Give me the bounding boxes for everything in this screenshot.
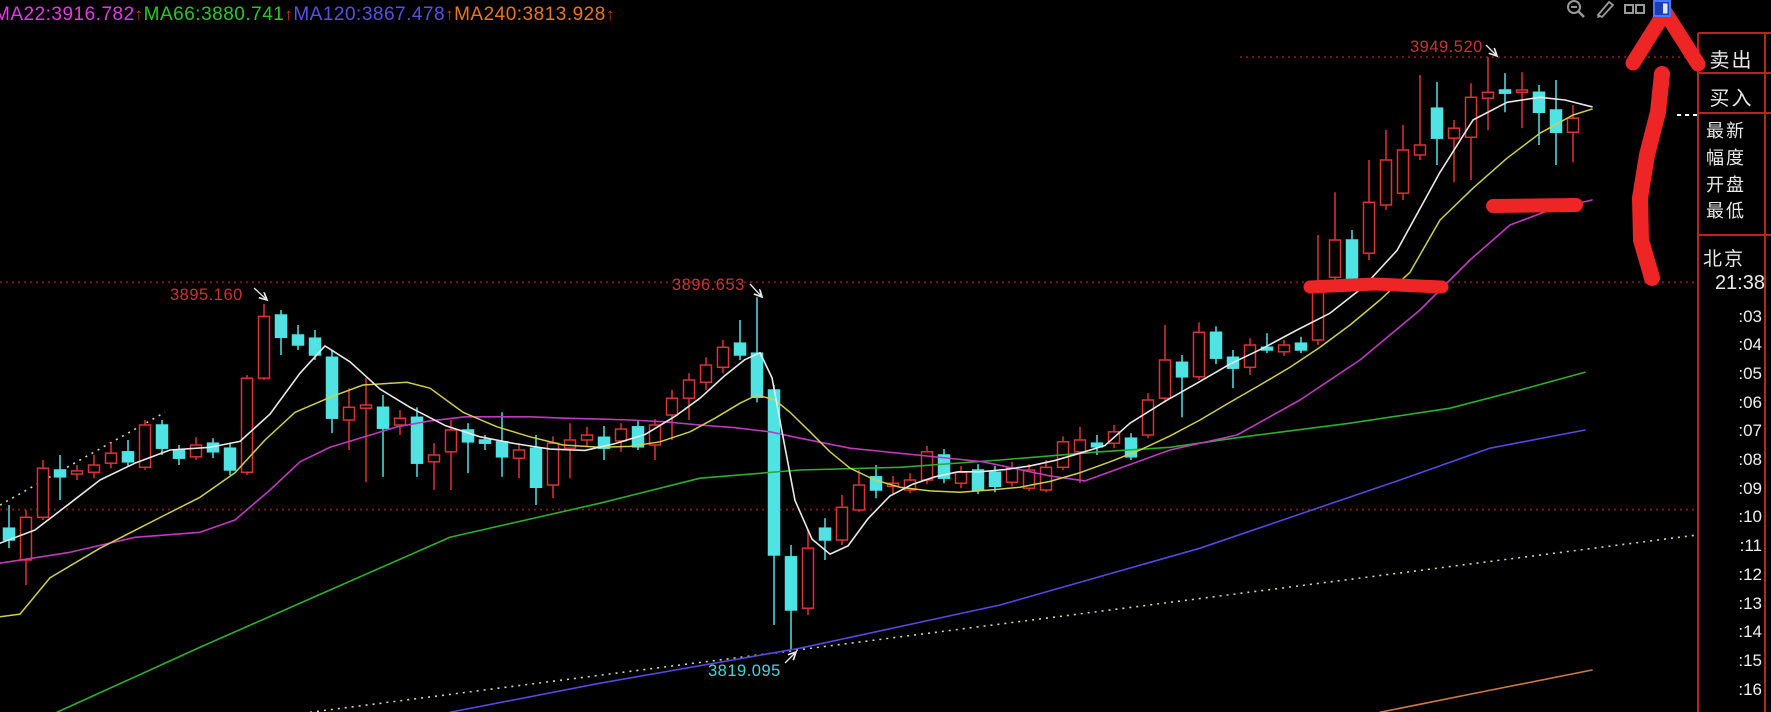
ma120-label: MA120:3867.478 [293, 4, 446, 25]
sell-button[interactable]: 卖出 [1709, 50, 1754, 72]
quote-label-low: 最低 [1706, 201, 1746, 221]
ma66-up-arrow-icon: ↑ [284, 5, 294, 24]
ma240-up-arrow-icon: ↑ [605, 5, 615, 24]
minute-label: :16 [1738, 679, 1762, 699]
ma240-label: MA240:3813.928 [454, 4, 606, 25]
minute-label: :13 [1738, 593, 1762, 613]
minute-label: :04 [1738, 335, 1762, 355]
buy-button[interactable]: 买入 [1709, 88, 1754, 110]
svg-text:3949.520: 3949.520 [1410, 38, 1483, 56]
quote-label-range: 幅度 [1706, 148, 1746, 168]
minute-label: :06 [1738, 392, 1762, 412]
minute-label: :08 [1738, 450, 1762, 469]
ma120-up-arrow-icon: ↑ [445, 5, 455, 24]
chart-toolbar [1566, 0, 1673, 19]
clock-label: 21:38 [1714, 272, 1765, 294]
zoom-out-icon[interactable] [1566, 0, 1586, 18]
svg-text:3896.653: 3896.653 [672, 276, 745, 294]
svg-text:3819.095: 3819.095 [708, 662, 781, 680]
ma-indicator-bar: MA22:3916.782↑MA66:3880.741↑MA120:3867.4… [0, 4, 615, 26]
svg-text:3895.160: 3895.160 [170, 286, 243, 304]
minute-label: :10 [1738, 507, 1762, 527]
ma22-label: MA22:3916.782 [0, 4, 135, 25]
minute-label: :15 [1738, 650, 1762, 670]
minute-label: :09 [1738, 478, 1762, 498]
draw-pencil-icon[interactable] [1595, 0, 1615, 19]
layout-grid-icon[interactable] [1624, 0, 1645, 18]
quote-sidebar: 卖出 买入 最新 幅度 开盘 最低 北京 21:38 :03 :04 :05 :06:… [1698, 0, 1771, 712]
minute-label: :11 [1739, 536, 1762, 556]
minute-label: :07 [1738, 421, 1762, 441]
quote-label-open: 开盘 [1706, 175, 1746, 195]
quote-label-latest: 最新 [1706, 121, 1746, 141]
ma22-up-arrow-icon: ↑ [134, 5, 144, 24]
minute-label: :05 [1738, 363, 1762, 383]
city-label: 北京 [1703, 249, 1746, 270]
minute-label: :14 [1738, 622, 1762, 642]
ma66-label: MA66:3880.741 [143, 4, 285, 25]
panel-toggle-icon[interactable] [1653, 0, 1673, 18]
minute-label: :12 [1738, 564, 1762, 584]
minute-label: :03 [1738, 306, 1762, 326]
